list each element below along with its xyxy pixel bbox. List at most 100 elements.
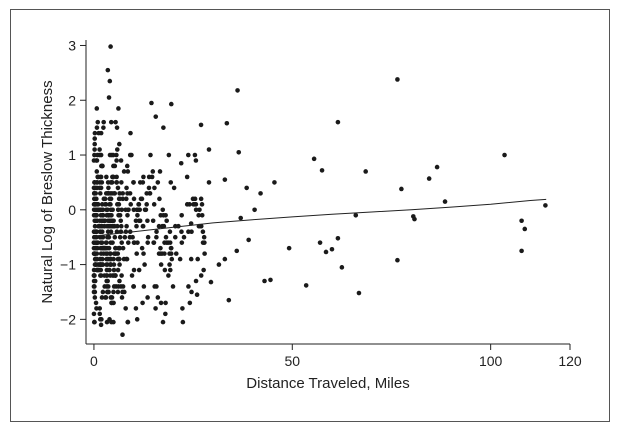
- data-point: [107, 152, 113, 158]
- data-point: [201, 267, 206, 273]
- data-point: [329, 246, 335, 252]
- data-point: [104, 262, 109, 267]
- data-point: [163, 300, 168, 306]
- data-point: [134, 251, 140, 256]
- data-point: [236, 149, 242, 155]
- data-point: [120, 191, 126, 196]
- data-point: [91, 267, 97, 273]
- data-point: [98, 212, 104, 218]
- data-point: [93, 212, 99, 218]
- data-point: [197, 207, 202, 213]
- data-point: [95, 119, 101, 125]
- data-point: [200, 229, 206, 235]
- data-point: [104, 289, 110, 295]
- data-point: [150, 169, 156, 174]
- data-point: [335, 235, 341, 241]
- data-point: [169, 256, 175, 262]
- data-point: [104, 256, 109, 262]
- data-point: [146, 174, 152, 180]
- data-point: [158, 300, 164, 306]
- data-point: [160, 207, 166, 213]
- data-point: [152, 185, 157, 191]
- data-point: [130, 234, 135, 240]
- data-point: [154, 284, 159, 289]
- data-point: [112, 234, 118, 240]
- data-point: [98, 174, 104, 180]
- data-point: [111, 262, 117, 267]
- data-point: [193, 158, 199, 163]
- data-point: [102, 284, 107, 289]
- data-point: [105, 67, 111, 73]
- data-point: [168, 245, 174, 251]
- data-point: [172, 234, 178, 240]
- data-point: [94, 169, 100, 174]
- data-point: [92, 251, 98, 256]
- data-point: [142, 207, 148, 213]
- data-point: [124, 256, 129, 262]
- data-point: [158, 262, 164, 267]
- data-point: [92, 136, 98, 141]
- data-point: [363, 169, 368, 174]
- data-point: [112, 191, 118, 196]
- data-point: [104, 212, 110, 218]
- data-point: [164, 218, 169, 224]
- data-point: [120, 332, 125, 337]
- data-point: [131, 267, 137, 273]
- data-point: [118, 284, 124, 289]
- data-points: [91, 44, 548, 337]
- data-point: [119, 180, 124, 185]
- data-point: [189, 289, 194, 295]
- data-point: [199, 202, 205, 207]
- data-point: [208, 279, 214, 285]
- data-point: [189, 229, 194, 235]
- data-point: [115, 185, 121, 191]
- data-point: [161, 125, 166, 130]
- data-point: [91, 289, 97, 295]
- data-point: [156, 251, 162, 256]
- data-point: [97, 223, 102, 229]
- data-point: [161, 212, 166, 218]
- data-point: [128, 202, 134, 207]
- data-point: [395, 77, 400, 82]
- data-point: [319, 168, 325, 173]
- data-point: [160, 319, 166, 325]
- data-point: [127, 152, 133, 158]
- data-point: [114, 158, 119, 163]
- data-point: [107, 267, 112, 273]
- x-tick-label: 0: [90, 353, 98, 369]
- data-point: [151, 202, 157, 207]
- data-point: [198, 196, 204, 202]
- data-point: [92, 130, 98, 136]
- data-point: [303, 283, 309, 288]
- data-point: [109, 295, 115, 300]
- data-point: [146, 185, 152, 191]
- data-point: [92, 202, 98, 207]
- data-point: [153, 114, 159, 119]
- data-point: [117, 256, 122, 262]
- data-point: [145, 295, 150, 300]
- data-point: [99, 180, 105, 185]
- data-point: [93, 256, 99, 262]
- data-point: [157, 196, 162, 202]
- data-point: [91, 311, 97, 317]
- data-point: [106, 185, 111, 191]
- data-point: [317, 240, 323, 245]
- data-point: [118, 218, 124, 224]
- data-point: [101, 119, 106, 125]
- data-point: [92, 141, 98, 147]
- data-point: [311, 156, 317, 162]
- data-point: [101, 125, 106, 130]
- data-point: [125, 212, 130, 218]
- data-point: [104, 207, 110, 213]
- data-point: [106, 234, 111, 240]
- data-point: [151, 240, 157, 245]
- data-point: [99, 317, 104, 322]
- data-point: [95, 207, 101, 213]
- data-point: [92, 185, 97, 191]
- data-point: [91, 158, 97, 163]
- data-point: [111, 267, 117, 273]
- data-point: [131, 180, 136, 185]
- data-point: [92, 180, 97, 185]
- data-point: [129, 273, 135, 278]
